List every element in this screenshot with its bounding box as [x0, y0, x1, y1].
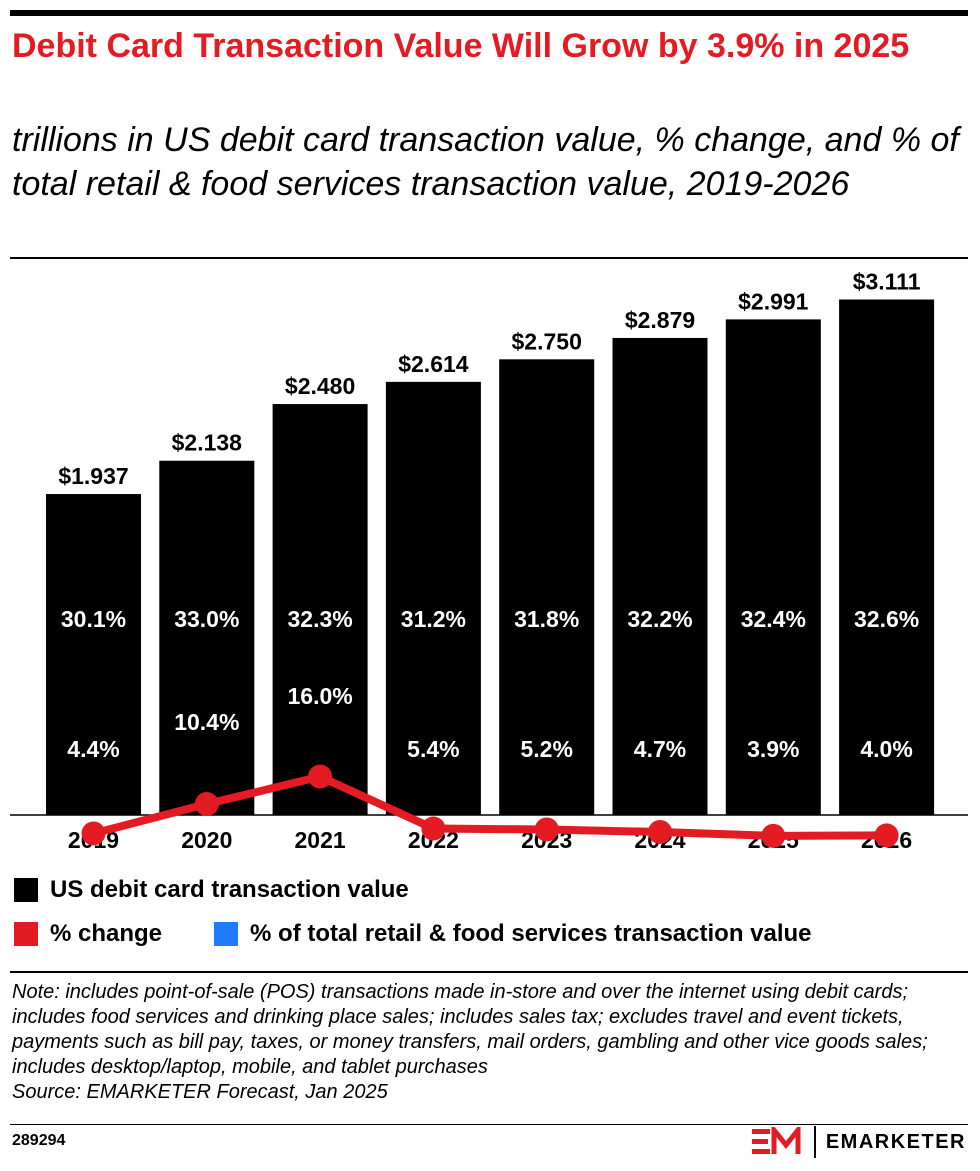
legend-label-share: % of total retail & food services transa…: [250, 920, 812, 947]
change-point-2023: [534, 817, 559, 842]
bar-value-label-2022: $2.614: [398, 351, 469, 377]
x-tick-label-2021: 2021: [295, 827, 346, 853]
share-value-label-2020: 33.0%: [174, 606, 239, 632]
bar-value-label-2023: $2.750: [512, 328, 582, 354]
combo-chart: $1.937 $2.138 $2.480 $2.614 $2.750 $2.879 $2.9…: [10, 269, 968, 853]
share-value-label-2019: 30.1%: [61, 606, 126, 632]
change-value-label-2024: 4.7%: [634, 736, 686, 762]
brand-separator: [813, 1126, 816, 1158]
share-value-label-2024: 32.2%: [627, 606, 692, 632]
footer-divider: [10, 1124, 968, 1125]
change-point-2026: [874, 823, 899, 848]
note-text: Note: includes point-of-sale (POS) trans…: [12, 981, 928, 1078]
bar-2022: [385, 381, 481, 815]
bar-value-label-2025: $2.991: [738, 288, 809, 314]
bar-2024: [612, 337, 708, 815]
change-value-label-2021: 16.0%: [287, 683, 352, 709]
legend-label-change: % change: [50, 920, 163, 947]
bar-2021: [272, 404, 368, 815]
change-point-2019: [81, 821, 106, 846]
bar-2020: [159, 460, 255, 815]
change-point-2022: [421, 816, 446, 841]
header-divider: [10, 257, 968, 259]
change-value-label-2020: 10.4%: [174, 709, 239, 735]
legend-swatch-red: [14, 922, 38, 946]
share-value-label-2021: 32.3%: [287, 606, 352, 632]
change-point-2024: [648, 819, 672, 844]
bar-value-label-2026: $3.111: [853, 269, 921, 295]
legend-item-bar: US debit card transaction value: [14, 876, 409, 904]
share-value-label-2023: 31.8%: [514, 606, 579, 632]
bar-value-label-2019: $1.937: [58, 463, 128, 489]
legend-item-change: % change: [14, 920, 162, 948]
source-text: Source: EMARKETER Forecast, Jan 2025: [12, 1081, 388, 1103]
bar-2026: [839, 299, 935, 815]
chart-title: Debit Card Transaction Value Will Grow b…: [12, 27, 910, 65]
em-logo-icon: [751, 1127, 801, 1154]
legend-swatch-blue: [214, 922, 239, 946]
x-tick-label-2020: 2020: [181, 827, 232, 853]
legend-item-share: % of total retail & food services transa…: [214, 920, 812, 948]
chart-note: Note: includes point-of-sale (POS) trans…: [12, 980, 967, 1105]
bar-value-label-2024: $2.879: [625, 307, 695, 333]
change-point-2020: [194, 792, 219, 817]
change-value-label-2022: 5.4%: [407, 736, 459, 762]
bar-value-label-2021: $2.480: [285, 373, 355, 399]
change-point-2025: [761, 823, 786, 848]
legend-swatch-black: [14, 878, 38, 902]
bar-2023: [499, 359, 595, 815]
top-rule: [10, 10, 968, 16]
change-line: [89, 772, 891, 840]
legend-row-2: % change % of total retail & food servic…: [14, 920, 812, 948]
share-value-label-2022: 31.2%: [401, 606, 466, 632]
change-value-label-2019: 4.4%: [67, 736, 119, 762]
bar-2025: [725, 319, 821, 815]
bar-2019: [46, 494, 141, 815]
legend-label-bar: US debit card transaction value: [50, 876, 409, 903]
chart-subtitle: trillions in US debit card transaction v…: [12, 121, 959, 203]
change-point-2021: [308, 764, 333, 789]
change-value-label-2026: 4.0%: [860, 736, 912, 762]
chart-id: 289294: [12, 1132, 66, 1149]
change-value-label-2025: 3.9%: [747, 736, 799, 762]
brand-name: EMARKETER: [825, 1130, 966, 1153]
bar-value-label-2020: $2.138: [172, 430, 243, 456]
brand-logo: EMARKETER: [751, 1126, 966, 1158]
share-value-label-2026: 32.6%: [854, 606, 919, 632]
share-value-label-2025: 32.4%: [741, 606, 806, 632]
change-value-label-2023: 5.2%: [520, 736, 572, 762]
legend-row-1: US debit card transaction value: [14, 876, 409, 904]
note-divider: [10, 971, 968, 973]
